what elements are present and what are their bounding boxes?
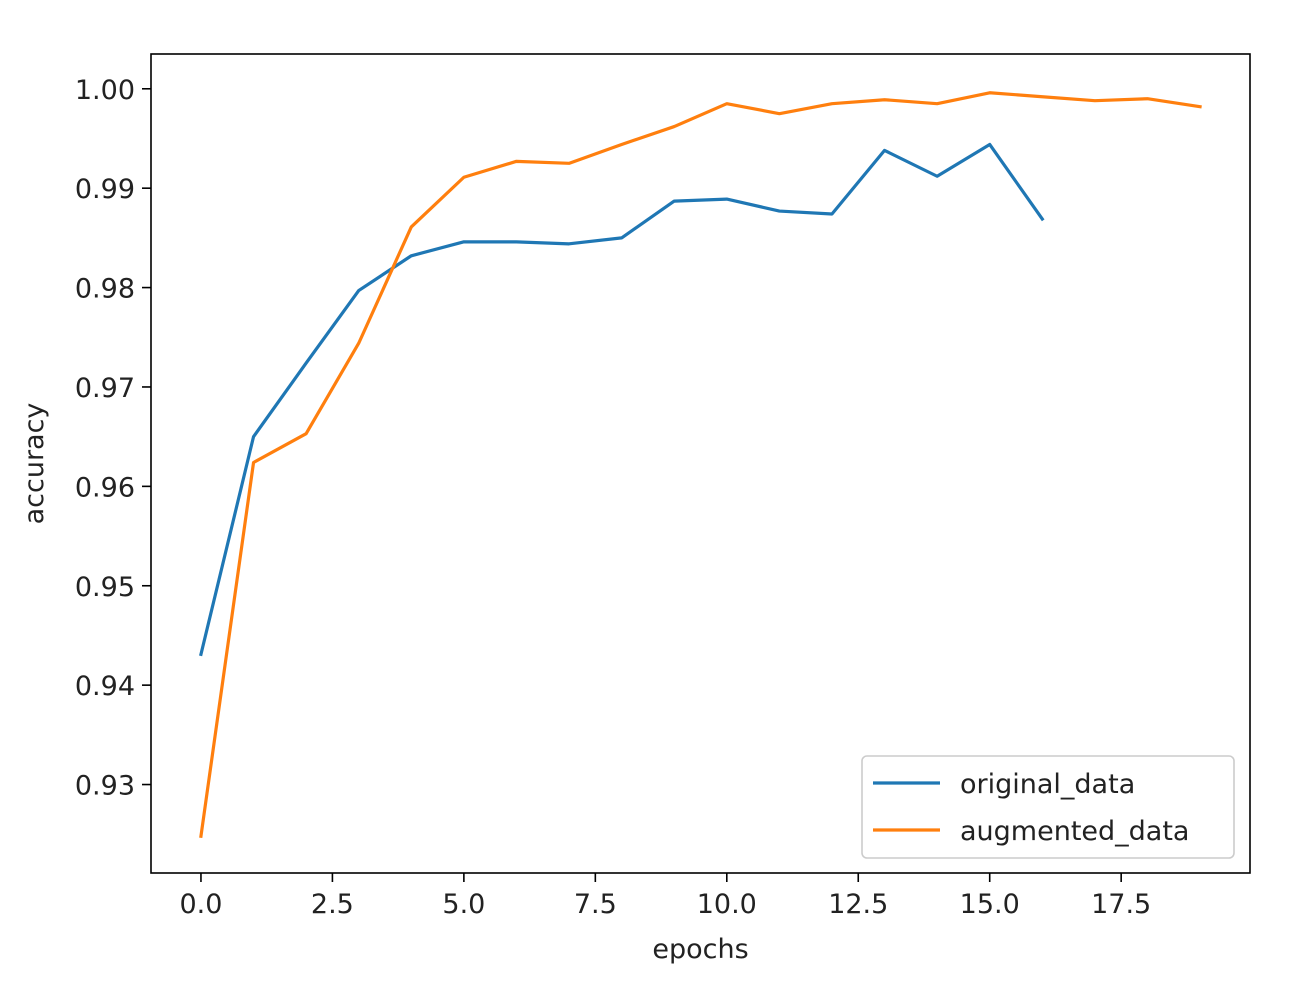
y-tick-label: 0.95 <box>75 572 135 603</box>
x-tick-label: 10.0 <box>697 889 757 920</box>
legend-box <box>861 755 1235 859</box>
x-tick-label: 12.5 <box>828 889 888 920</box>
legend-label: augmented_data <box>960 816 1189 847</box>
plot-area <box>199 91 1202 839</box>
legend: original_data augmented_data <box>861 755 1235 859</box>
x-axis: 0.0 2.5 5.0 7.5 10.0 12.5 15.0 17.5 <box>179 873 1151 920</box>
legend-label: original_data <box>960 769 1135 800</box>
y-tick-label: 0.96 <box>75 472 135 503</box>
y-axis-label: accuracy <box>19 403 50 525</box>
y-tick-label: 0.98 <box>75 274 135 305</box>
y-tick-label: 0.97 <box>75 373 135 404</box>
y-tick-label: 1.00 <box>75 75 135 106</box>
axes-frame <box>150 53 1251 874</box>
x-tick-label: 2.5 <box>311 889 354 920</box>
y-tick-label: 0.99 <box>75 174 135 205</box>
y-axis: 0.93 0.94 0.95 0.96 0.97 0.98 0.99 1.00 <box>75 75 151 802</box>
x-tick-label: 15.0 <box>960 889 1020 920</box>
x-tick-label: 0.0 <box>179 889 222 920</box>
x-tick-label: 17.5 <box>1091 889 1151 920</box>
y-tick-label: 0.93 <box>75 771 135 802</box>
series-line-augmented-data <box>199 91 1202 839</box>
y-tick-label: 0.94 <box>75 671 135 702</box>
series-line-original-data <box>199 142 1045 657</box>
x-tick-label: 7.5 <box>574 889 617 920</box>
x-tick-label: 5.0 <box>442 889 485 920</box>
x-axis-label: epochs <box>652 934 748 965</box>
